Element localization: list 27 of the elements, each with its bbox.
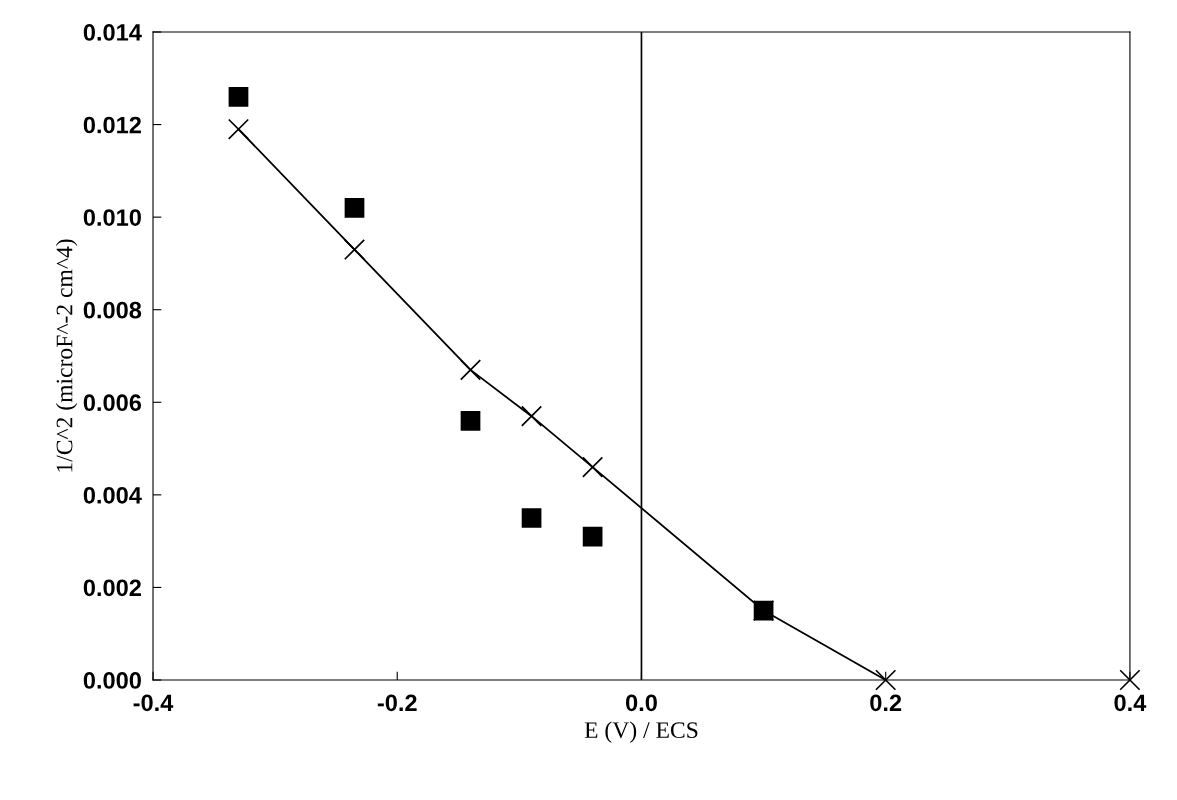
point bbox=[582, 456, 604, 478]
x-tick-label: 0.2 bbox=[870, 694, 902, 712]
point bbox=[228, 86, 249, 107]
y-tick-label: 0.012 bbox=[83, 116, 141, 134]
y-tick-label: 0.004 bbox=[83, 486, 142, 504]
point bbox=[582, 526, 603, 547]
point bbox=[460, 410, 481, 431]
y-tick-label: 0.010 bbox=[83, 209, 141, 226]
point bbox=[227, 118, 250, 140]
y-axis-title: 1/C^2 (microF^-2 cm^4) bbox=[55, 239, 78, 472]
x-axis-title: E (V) / ECS bbox=[584, 721, 698, 743]
point bbox=[521, 405, 543, 427]
point bbox=[1119, 669, 1141, 691]
point bbox=[343, 238, 366, 261]
x-tick-label: -0.2 bbox=[377, 694, 417, 712]
y-tick-label: 0.002 bbox=[83, 579, 141, 597]
y-tick-label: 0.000 bbox=[83, 672, 141, 689]
y-tick-label: 0.008 bbox=[83, 301, 142, 319]
y-tick-label: 0.014 bbox=[83, 24, 142, 41]
point bbox=[344, 198, 365, 218]
x-tick-label: -0.4 bbox=[133, 694, 174, 712]
point bbox=[521, 508, 542, 528]
point bbox=[459, 359, 482, 381]
point bbox=[875, 669, 897, 691]
x-tick-label: 0.4 bbox=[1114, 694, 1147, 712]
x-tick-label: 0.0 bbox=[625, 694, 657, 712]
y-tick-label: 0.006 bbox=[83, 394, 142, 412]
